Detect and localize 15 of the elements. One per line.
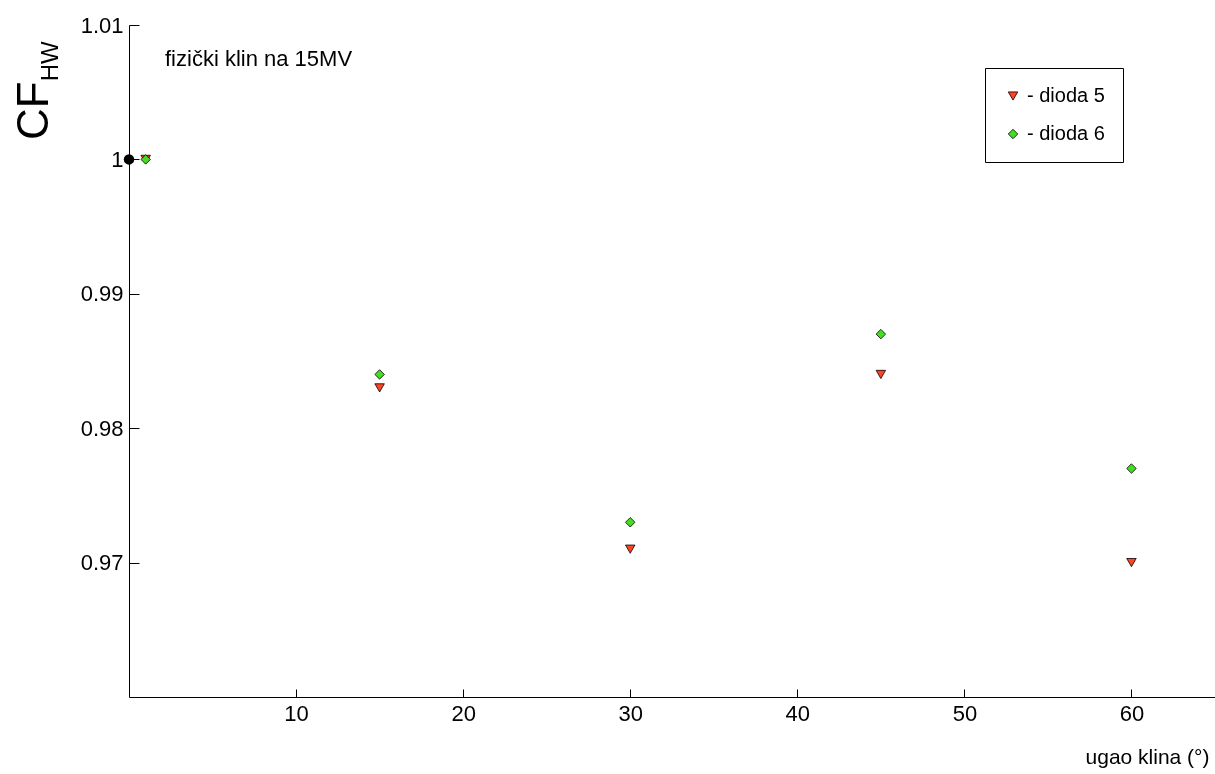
x-axis-title: ugao klina (°) — [1085, 744, 1210, 768]
y-tick-label: 0.97 — [80, 550, 124, 576]
annotation: fizički klin na 15MV — [165, 46, 353, 72]
y-tick-label: 0.98 — [80, 415, 124, 441]
x-tick-label: 30 — [618, 700, 643, 726]
y-tick-label: 1 — [111, 146, 124, 172]
x-tick-label: 40 — [785, 700, 811, 726]
x-tick-label: 60 — [1119, 700, 1145, 726]
legend-label: - dioda 6 — [1027, 122, 1105, 144]
y-tick-label: 1.01 — [80, 12, 124, 38]
y-tick-label: 0.99 — [80, 281, 124, 307]
x-tick-label: 20 — [451, 700, 476, 726]
x-tick-label: 10 — [284, 700, 309, 726]
legend-label: - dioda 5 — [1027, 84, 1105, 106]
x-tick-label: 50 — [952, 700, 978, 726]
